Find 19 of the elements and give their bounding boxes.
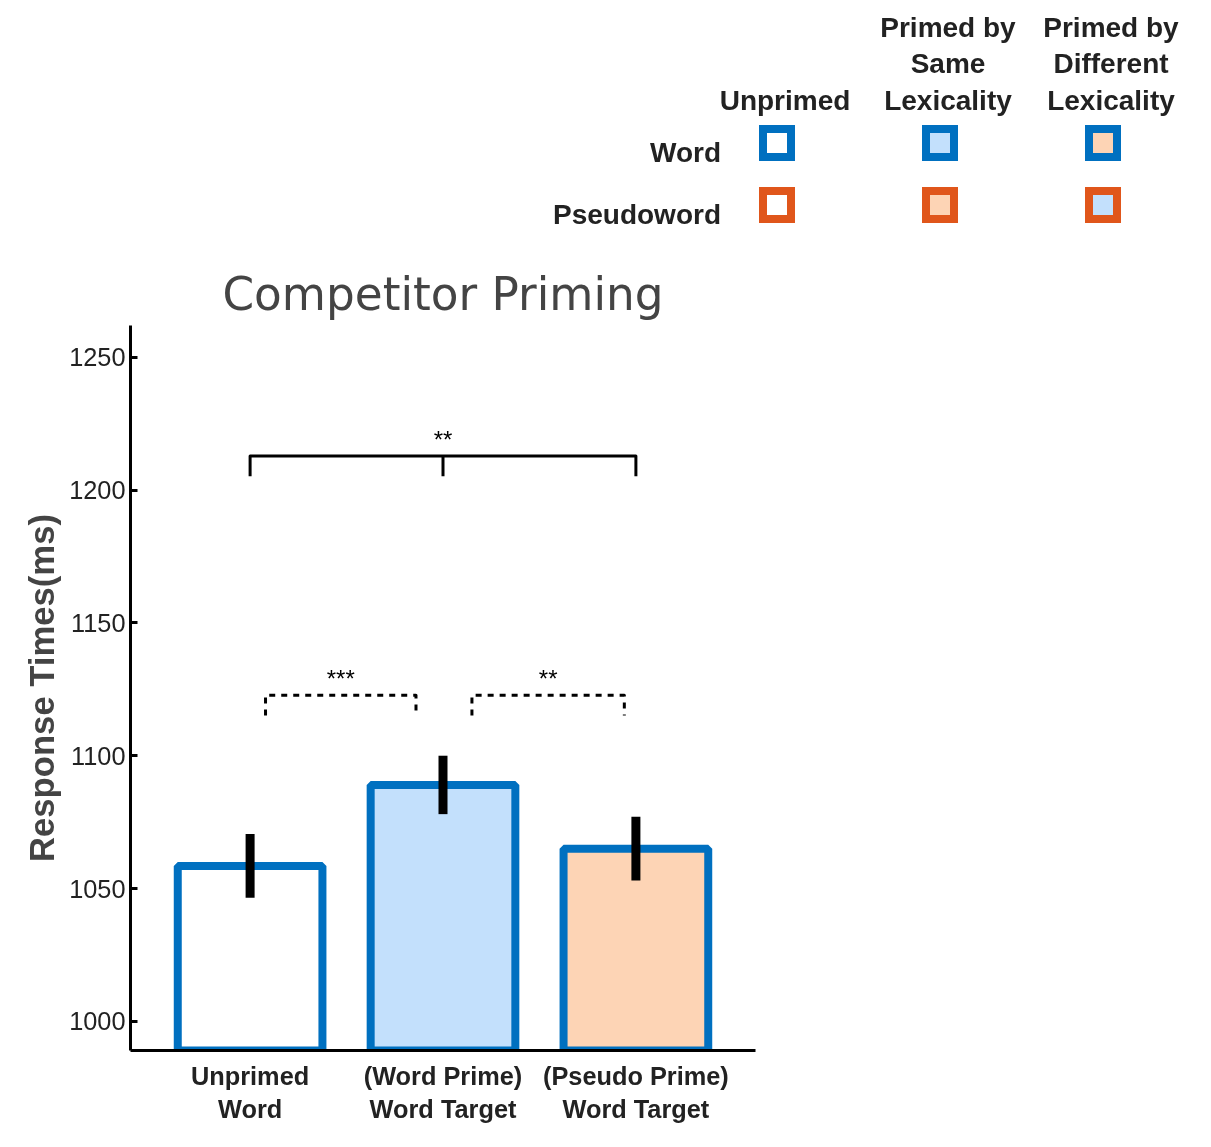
text: Primed by Different Lexicality [1042, 10, 1180, 118]
annotation: *** [326, 665, 355, 693]
x-tick-label: (Pseudo Prime) Word Target [543, 1061, 729, 1124]
text: Unprimed [718, 83, 852, 118]
x-tick-label: Unprimed Word [191, 1061, 310, 1124]
y-axis-title: Response Times(ms) [23, 514, 62, 862]
chart-title: Competitor Priming [222, 267, 664, 321]
y-tick-label: 1100 [71, 741, 126, 770]
y-tick-label: 1200 [69, 476, 126, 505]
text: Word [649, 136, 721, 170]
x-tick-label: (Word Prime) Word Target [363, 1061, 523, 1124]
text: Primed by Same Lexicality [879, 10, 1017, 118]
text: Pseudoword [552, 198, 721, 232]
y-tick-label: 1150 [71, 608, 126, 637]
annotation: ** [433, 425, 453, 453]
annotation: ** [538, 665, 558, 693]
y-tick-label: 1000 [69, 1007, 126, 1036]
y-tick-label: 1250 [69, 343, 126, 372]
y-tick-label: 1050 [69, 874, 126, 903]
